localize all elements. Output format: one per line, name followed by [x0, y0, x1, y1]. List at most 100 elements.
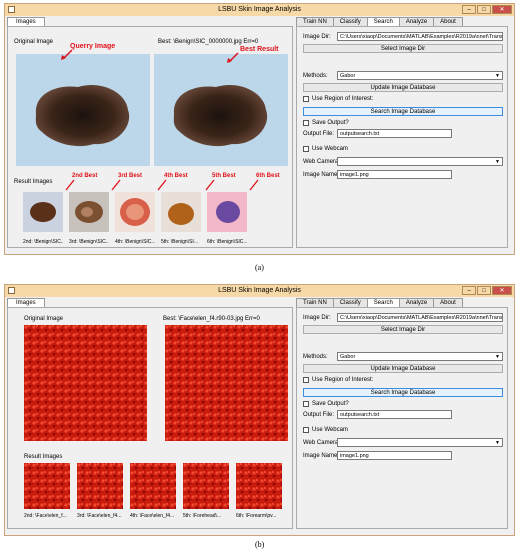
- result-thumb-5[interactable]: [161, 192, 201, 232]
- best-result-image: [165, 325, 288, 441]
- texture-best: [165, 325, 288, 441]
- result-caption-4: 4th: \Benign\SIC...: [115, 239, 155, 245]
- original-image: [16, 54, 150, 166]
- search-database-button[interactable]: Search Image Database: [303, 388, 503, 397]
- title-bar[interactable]: LSBU Skin Image Analysis – □ ✕: [5, 4, 514, 16]
- annotation-4th: 4th Best: [164, 173, 188, 179]
- update-database-button[interactable]: Update Image Database: [303, 364, 503, 373]
- annotation-6th: 6th Best: [256, 173, 280, 179]
- result-caption-3: 3rd: \Benign\SIC...: [69, 239, 109, 245]
- result-thumb-6[interactable]: [236, 463, 282, 509]
- result-thumb-2[interactable]: [24, 463, 70, 509]
- methods-select[interactable]: Gabor ▼: [337, 352, 503, 361]
- image-name-field[interactable]: image1.png: [337, 170, 452, 179]
- images-panel: Original Image Best: \Face\elen_f4.r90-0…: [7, 307, 293, 529]
- result-thumb-3[interactable]: [69, 192, 109, 232]
- original-image-label: Original Image: [14, 39, 54, 45]
- use-webcam-label: Use Webcam: [312, 146, 348, 152]
- image-name-field[interactable]: image1.png: [337, 451, 452, 460]
- mole-original: [35, 84, 130, 147]
- roi-checkbox[interactable]: [303, 96, 309, 102]
- minimize-button[interactable]: –: [462, 5, 476, 14]
- app-window-a: LSBU Skin Image Analysis – □ ✕ Images Or…: [4, 3, 515, 255]
- web-camera-select[interactable]: ▼: [337, 157, 503, 166]
- web-camera-select[interactable]: ▼: [337, 438, 503, 447]
- image-dir-field[interactable]: C:\Users\xiaop\Documents\MATLAB\Examples…: [337, 313, 503, 322]
- methods-value: Gabor: [340, 73, 356, 79]
- close-button[interactable]: ✕: [492, 286, 512, 295]
- result-caption-4: 4th: \Face\elen_f4...: [130, 513, 175, 519]
- use-webcam-checkbox[interactable]: [303, 146, 309, 152]
- chevron-down-icon: ▼: [495, 73, 500, 79]
- use-webcam-label: Use Webcam: [312, 427, 348, 433]
- search-panel: Image Dir: C:\Users\xiaop\Documents\MATL…: [296, 307, 508, 529]
- maximize-button[interactable]: □: [477, 286, 491, 295]
- methods-select[interactable]: Gabor ▼: [337, 71, 503, 80]
- close-button[interactable]: ✕: [492, 5, 512, 14]
- result-thumb-3[interactable]: [77, 463, 123, 509]
- chevron-down-icon: ▼: [495, 440, 500, 446]
- result-caption-5: 5th: \Benign\SI...: [161, 239, 198, 245]
- original-image-label: Original Image: [24, 316, 64, 322]
- save-output-label: Save Output?: [312, 120, 349, 126]
- original-image: [24, 325, 147, 441]
- result-thumb-5[interactable]: [183, 463, 229, 509]
- tab-images[interactable]: Images: [7, 298, 45, 308]
- title-bar[interactable]: LSBU Skin Image Analysis – □ ✕: [5, 285, 514, 297]
- result-caption-5: 5th: \Forehead\...: [183, 513, 222, 519]
- result-thumb-6[interactable]: [207, 192, 247, 232]
- result-caption-6: 6th: \Benign\SIC...: [207, 239, 247, 245]
- caption-a: (a): [255, 263, 264, 272]
- chevron-down-icon: ▼: [495, 354, 500, 360]
- chevron-down-icon: ▼: [495, 159, 500, 165]
- methods-label: Methods:: [303, 73, 328, 79]
- annotation-5th: 5th Best: [212, 173, 236, 179]
- image-dir-field[interactable]: C:\Users\xiaop\Documents\MATLAB\Examples…: [337, 32, 503, 41]
- annotation-arrows-ranks: [65, 179, 259, 191]
- window-title: LSBU Skin Image Analysis: [218, 6, 301, 13]
- select-image-dir-button[interactable]: Select Image Dir: [303, 44, 503, 53]
- annotation-query: Querry Image: [70, 43, 116, 50]
- use-webcam-checkbox[interactable]: [303, 427, 309, 433]
- update-database-button[interactable]: Update Image Database: [303, 83, 503, 92]
- result-images-label: Result Images: [24, 454, 63, 460]
- image-dir-label: Image Dir:: [303, 34, 331, 40]
- minimize-button[interactable]: –: [462, 286, 476, 295]
- best-result-label: Best: \Benign\SIC_0000000.jpg Err=0: [158, 39, 259, 45]
- methods-label: Methods:: [303, 354, 328, 360]
- output-file-label: Output File:: [303, 412, 335, 418]
- annotation-arrow-query: [61, 49, 73, 60]
- image-name-label: Image Name:: [303, 453, 340, 459]
- images-panel: Original Image Best: \Benign\SIC_0000000…: [7, 26, 293, 248]
- tab-about[interactable]: About: [433, 298, 463, 308]
- result-thumb-4[interactable]: [115, 192, 155, 232]
- annotation-best: Best Result: [240, 46, 279, 53]
- mole-best: [173, 84, 268, 147]
- tab-images[interactable]: Images: [7, 17, 45, 27]
- app-window-b: LSBU Skin Image Analysis – □ ✕ Images Or…: [4, 284, 515, 536]
- annotation-2nd: 2nd Best: [72, 173, 98, 179]
- methods-value: Gabor: [340, 354, 356, 360]
- save-output-checkbox[interactable]: [303, 120, 309, 126]
- texture-original: [24, 325, 147, 441]
- save-output-checkbox[interactable]: [303, 401, 309, 407]
- best-result-image: [154, 54, 288, 166]
- tab-about[interactable]: About: [433, 17, 463, 27]
- app-icon: [8, 6, 15, 13]
- result-thumb-2[interactable]: [23, 192, 63, 232]
- result-thumb-4[interactable]: [130, 463, 176, 509]
- maximize-button[interactable]: □: [477, 5, 491, 14]
- result-caption-3: 3rd: \Face\elen_f4...: [77, 513, 122, 519]
- search-database-button[interactable]: Search Image Database: [303, 107, 503, 116]
- image-dir-label: Image Dir:: [303, 315, 331, 321]
- image-name-label: Image Name:: [303, 172, 340, 178]
- output-file-field[interactable]: outputsearch.txt: [337, 129, 452, 138]
- output-file-field[interactable]: outputsearch.txt: [337, 410, 452, 419]
- window-title: LSBU Skin Image Analysis: [218, 287, 301, 294]
- output-file-label: Output File:: [303, 131, 335, 137]
- roi-label: Use Region of Interest:: [312, 96, 374, 102]
- roi-checkbox[interactable]: [303, 377, 309, 383]
- roi-label: Use Region of Interest:: [312, 377, 374, 383]
- web-camera-label: Web Camera: [303, 159, 339, 165]
- select-image-dir-button[interactable]: Select Image Dir: [303, 325, 503, 334]
